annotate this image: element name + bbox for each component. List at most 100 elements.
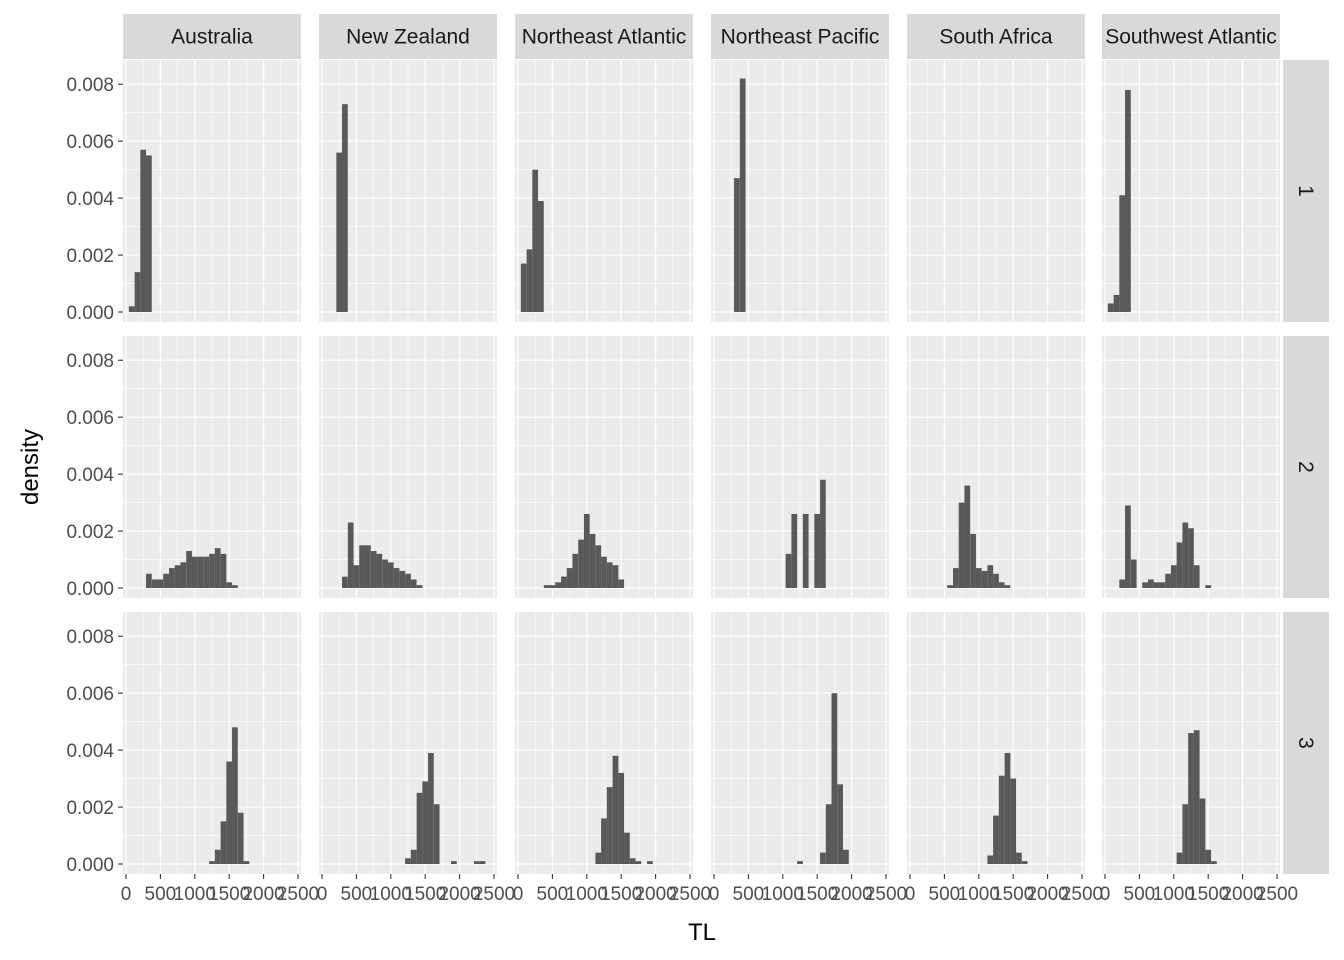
bars-new-zealand-row-1 [336,104,348,312]
histogram-bar [410,849,417,864]
histogram-bar [814,513,821,588]
histogram-bar [232,585,238,588]
y-tick-label: 0.004 [66,465,114,486]
histogram-bar [572,553,579,588]
histogram-bar [174,565,181,588]
y-tick-label: 0.002 [66,246,114,267]
x-tick-label: 2500 [865,884,907,905]
x-tick-label: 500 [929,884,961,905]
panel-south-africa-row-1 [907,60,1085,322]
x-tick-label: 500 [145,884,177,905]
histogram-bar [1016,852,1022,864]
panel-northeast-pacific-row-2 [711,336,889,598]
y-tick-label: 0.000 [66,579,114,600]
histogram-bar [629,858,636,864]
histogram-bar [612,755,619,864]
x-tick-label: 2500 [277,884,319,905]
histogram-bar [993,573,999,588]
x-tick-label: 1500 [1187,884,1229,905]
histogram-bar [353,565,360,588]
x-tick-label: 0 [317,884,328,905]
x-tick-label: 0 [121,884,132,905]
histogram-bar [232,727,238,864]
histogram-bar [473,861,480,864]
histogram-bar [220,821,227,864]
panel-northeast-atlantic-row-1 [515,60,693,322]
x-tick-label: 2000 [1026,884,1068,905]
histogram-bar [128,306,135,312]
histogram-bar [169,568,175,588]
strip-background [123,14,301,59]
histogram-bar [393,568,400,588]
histogram-bar [1119,579,1126,588]
histogram-bar [433,804,440,864]
y-tick-label: 0.006 [66,684,114,705]
histogram-bar [797,861,803,864]
histogram-bar [243,861,250,864]
bars-new-zealand-row-2 [342,522,423,588]
histogram-bar [1021,861,1028,864]
histogram-bar [1142,582,1148,588]
histogram-bar [618,579,625,588]
x-tick-label: 1000 [958,884,1000,905]
histogram-bar [1182,804,1189,864]
histogram-bar [820,852,826,864]
histogram-bar [410,579,417,588]
histogram-bar [1188,733,1194,864]
histogram-bar [601,818,607,864]
facet-strips: Australia New Zealand Northeast Atlantic No… [123,14,1329,874]
histogram-bar [635,861,642,864]
histogram-bar [134,272,141,312]
histogram-bar [220,553,227,588]
histogram-bar [583,513,590,588]
panel-northeast-atlantic-row-3 [515,612,693,874]
bars-south-africa-row-3 [987,752,1028,864]
histogram-bar [1170,565,1177,588]
histogram-bar [1125,505,1131,588]
strip-label: Northeast Atlantic [522,26,687,49]
x-tick-label: 1500 [992,884,1034,905]
histogram-bar [526,249,533,312]
histogram-bar [993,815,999,864]
strip-background [319,14,497,59]
histogram-bar [416,792,423,864]
x-tick-label: 2000 [242,884,284,905]
histogram-bar [647,861,653,864]
panel-new-zealand-row-1 [319,60,497,322]
strip-top-south-africa: South Africa [907,14,1085,59]
strip-background [1102,14,1280,59]
histogram-bar [157,579,164,588]
bars-northeast-pacific-row-1 [734,78,746,313]
histogram-bar [998,582,1005,588]
histogram-bar [214,548,221,588]
histogram-bar [1199,798,1206,864]
x-tick-label: 2500 [473,884,515,905]
strip-background [1283,612,1329,874]
x-tick-label: 2000 [634,884,676,905]
bars-northeast-pacific-row-3 [797,693,849,864]
panel-southwest-atlantic-row-2 [1102,336,1280,598]
x-tick-label: 0 [709,884,720,905]
strip-right-2: 2 [1283,336,1329,598]
x-tick-label: 1500 [600,884,642,905]
histogram-bar [359,545,365,588]
histogram-bar [595,852,602,864]
x-tick-label: 2000 [438,884,480,905]
histogram-bar [226,582,233,588]
x-tick-label: 2000 [1221,884,1263,905]
panel-australia-row-1 [123,60,301,322]
histogram-bar [1130,559,1137,588]
histogram-bar [837,784,843,864]
y-tick-label: 0.006 [66,132,114,153]
histogram-bar [191,556,198,588]
x-tick-label: 2500 [1256,884,1298,905]
x-tick-label: 1000 [370,884,412,905]
histogram-bar [549,585,556,588]
y-axis-title: density [17,429,44,505]
histogram-bar [543,585,550,588]
strip-label: Northeast Pacific [721,26,880,49]
panel-australia-row-3 [123,612,301,874]
